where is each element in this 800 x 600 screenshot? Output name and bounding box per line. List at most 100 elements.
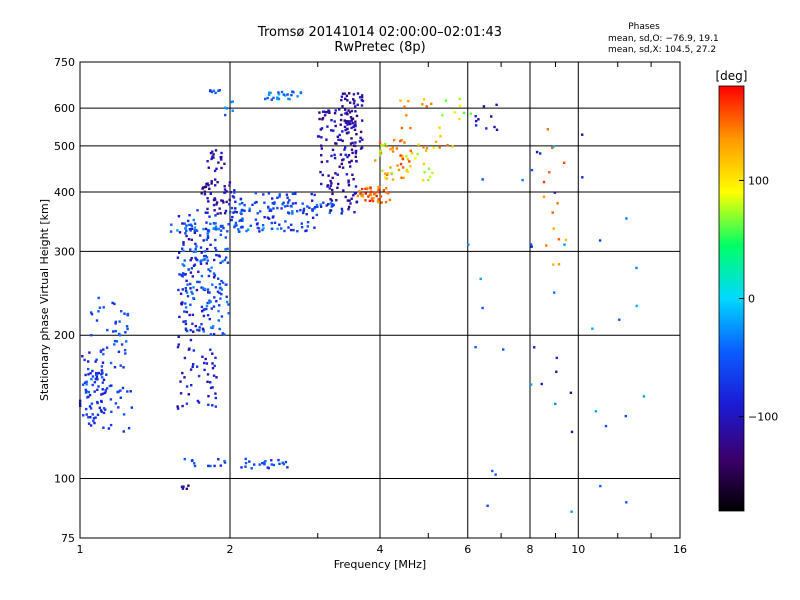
echo-point xyxy=(111,301,114,305)
echo-point xyxy=(203,258,206,261)
echo-point xyxy=(338,108,341,111)
echo-point xyxy=(341,130,344,133)
echo-point xyxy=(193,226,196,229)
echo-point xyxy=(280,207,283,210)
echo-point xyxy=(213,209,216,212)
echo-point xyxy=(256,212,259,215)
echo-point xyxy=(87,373,90,376)
echo-point xyxy=(215,249,218,252)
echo-point xyxy=(194,242,197,246)
echo-point xyxy=(401,157,405,161)
echo-point xyxy=(552,263,555,266)
chart-subtitle: RwPretec (8p) xyxy=(334,40,426,55)
echo-point xyxy=(125,340,128,343)
echo-point xyxy=(277,93,281,96)
echo-point xyxy=(271,216,275,219)
echo-point xyxy=(193,222,197,225)
echo-point xyxy=(209,192,212,195)
echo-point xyxy=(350,126,353,130)
echo-point xyxy=(101,376,104,379)
echo-point xyxy=(327,203,330,206)
echo-point xyxy=(227,312,230,315)
echo-point xyxy=(270,459,273,462)
echo-point xyxy=(110,410,113,413)
echo-point xyxy=(244,457,247,461)
echo-point xyxy=(191,275,194,278)
echo-point xyxy=(380,201,383,204)
echo-point xyxy=(326,160,329,163)
echo-point xyxy=(258,230,261,233)
echo-point xyxy=(193,231,197,234)
echo-point xyxy=(178,273,181,276)
echo-point xyxy=(218,255,221,258)
echo-point xyxy=(233,191,236,194)
echo-point xyxy=(185,234,188,238)
echo-point xyxy=(207,291,210,294)
echo-point xyxy=(212,276,216,279)
echo-point xyxy=(370,197,374,200)
echo-point xyxy=(87,390,90,394)
echo-point xyxy=(223,188,227,191)
echo-point xyxy=(112,330,115,333)
echo-point xyxy=(209,243,212,246)
echo-point xyxy=(189,368,193,371)
echo-point xyxy=(380,143,383,147)
echo-point xyxy=(95,373,98,376)
echo-point xyxy=(214,222,217,225)
echo-point xyxy=(477,118,480,121)
echo-point xyxy=(344,97,347,100)
echo-point xyxy=(581,133,584,136)
echo-point xyxy=(347,184,351,187)
echo-point xyxy=(320,182,323,186)
echo-point xyxy=(114,322,117,325)
echo-point xyxy=(190,257,193,260)
echo-point xyxy=(100,410,103,413)
echo-point xyxy=(130,406,133,409)
echo-point xyxy=(542,195,546,198)
echo-point xyxy=(200,192,203,195)
echo-point xyxy=(540,382,543,386)
echo-point xyxy=(354,141,357,144)
echo-point xyxy=(204,254,207,258)
echo-point xyxy=(315,213,318,217)
echo-point xyxy=(200,259,203,262)
echo-point xyxy=(551,211,554,214)
echo-point xyxy=(214,356,217,359)
echo-point xyxy=(206,235,210,238)
plot-frame xyxy=(79,61,681,539)
echo-point xyxy=(377,190,380,194)
echo-point xyxy=(381,169,384,172)
echo-point xyxy=(264,460,267,463)
echo-point xyxy=(244,465,247,468)
echo-point xyxy=(604,424,608,428)
echo-point xyxy=(350,109,354,113)
echo-point xyxy=(344,128,347,132)
echo-point xyxy=(306,221,310,224)
echo-point xyxy=(211,352,214,355)
echo-point xyxy=(196,399,200,403)
echo-point xyxy=(221,260,224,263)
echo-point xyxy=(291,202,295,205)
echo-point xyxy=(286,466,289,469)
echo-point xyxy=(182,249,185,253)
echo-point xyxy=(493,125,496,129)
echo-point xyxy=(100,373,103,376)
echo-point xyxy=(217,309,220,313)
echo-point xyxy=(224,113,227,117)
echo-point xyxy=(349,122,352,126)
echo-point xyxy=(179,392,183,395)
echo-point xyxy=(635,266,638,270)
echo-point xyxy=(108,384,111,388)
echo-point xyxy=(367,195,370,198)
echo-point xyxy=(243,209,246,212)
echo-point xyxy=(191,459,194,462)
echo-point xyxy=(189,229,192,232)
echo-point xyxy=(485,127,488,130)
echo-point xyxy=(405,155,408,158)
echo-point xyxy=(208,291,211,294)
echo-point xyxy=(189,271,193,274)
echo-point xyxy=(178,315,181,319)
echo-point xyxy=(259,210,262,213)
echo-point xyxy=(94,416,97,419)
echo-point xyxy=(193,263,197,266)
